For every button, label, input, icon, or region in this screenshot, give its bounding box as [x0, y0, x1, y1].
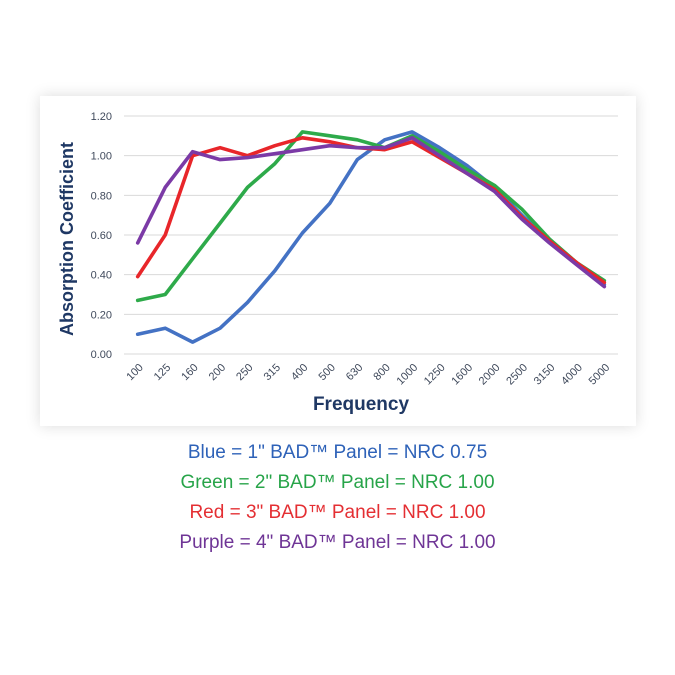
- y-tick-label: 0.80: [91, 190, 112, 202]
- y-tick-label: 1.00: [91, 151, 112, 163]
- x-axis-title: Frequency: [313, 394, 410, 415]
- series-line-2: [135, 135, 607, 285]
- x-tick-label: 5000: [587, 362, 613, 388]
- x-tick-label: 315: [262, 362, 283, 383]
- x-tick-label: 800: [371, 362, 392, 383]
- series-line-3: [135, 135, 607, 289]
- x-tick-label: 200: [207, 362, 228, 383]
- legend-line-purple: Purple = 4" BAD™ Panel = NRC 1.00: [179, 532, 496, 553]
- x-tick-label: 125: [152, 362, 173, 383]
- x-tick-label: 250: [234, 362, 255, 383]
- x-tick-label: 2000: [477, 362, 503, 388]
- x-tick-label: 3150: [532, 362, 558, 388]
- x-tick-label: 630: [344, 362, 365, 383]
- absorption-chart: 0.00 0.20 0.40 0.60 0.80 1.00 1.20 100 125 160 200…: [57, 111, 618, 415]
- y-tick-label: 0.40: [91, 270, 112, 282]
- x-tick-label: 1000: [394, 362, 420, 388]
- x-tick-label: 1250: [422, 362, 448, 388]
- y-tick-label: 0.60: [91, 230, 112, 242]
- y-tick-label: 0.00: [91, 349, 112, 361]
- legend-line-blue: Blue = 1" BAD™ Panel = NRC 0.75: [187, 442, 488, 463]
- x-tick-label: 400: [289, 362, 310, 383]
- x-tick-label: 2500: [504, 362, 530, 388]
- x-tick-label: 160: [179, 362, 200, 383]
- series-line-1: [135, 130, 607, 303]
- y-tick-label: 1.20: [91, 111, 112, 123]
- legend-line-green: Green = 2" BAD™ Panel = NRC 1.00: [180, 472, 495, 493]
- y-tick-label: 0.20: [91, 309, 112, 321]
- chart-card: 0.00 0.20 0.40 0.60 0.80 1.00 1.20 100 125 160 200…: [40, 96, 636, 426]
- legend-line-red: Red = 3" BAD™ Panel = NRC 1.00: [189, 502, 486, 523]
- y-axis-title: Absorption Coefficient: [57, 142, 77, 336]
- legend: Blue = 1" BAD™ Panel = NRC 0.75 Green = …: [0, 438, 675, 558]
- x-tick-label: 1600: [449, 362, 475, 388]
- x-tick-label: 500: [316, 362, 337, 383]
- x-tick-label: 4000: [559, 362, 585, 388]
- x-tick-label: 100: [124, 362, 145, 383]
